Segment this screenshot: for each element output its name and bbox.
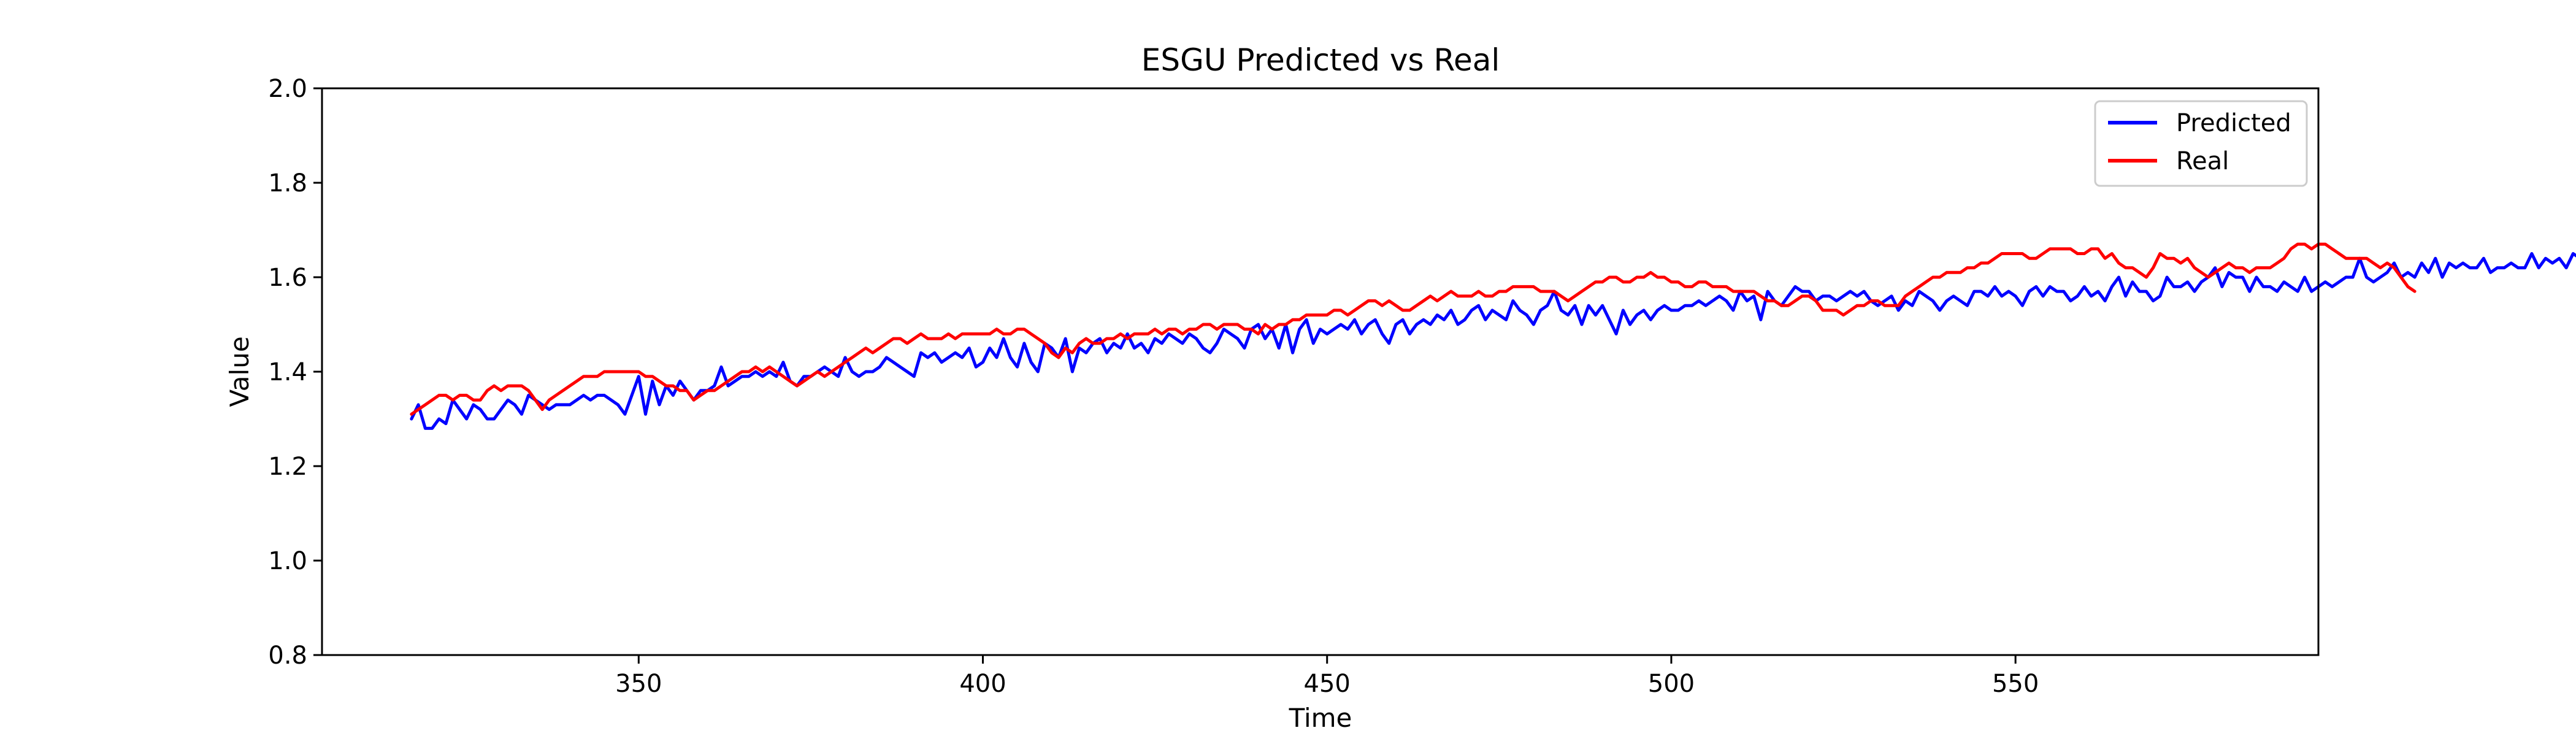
x-tick-label: 400 <box>959 670 1006 698</box>
y-tick-label: 1.4 <box>268 358 307 386</box>
x-tick-label: 550 <box>1992 670 2039 698</box>
y-tick-label: 0.8 <box>268 642 307 670</box>
y-tick-label: 2.0 <box>268 75 307 103</box>
legend-label-real: Real <box>2176 147 2229 175</box>
series-line-predicted <box>410 252 2576 430</box>
series-lines <box>410 242 2576 430</box>
x-tick-label: 350 <box>615 670 662 698</box>
series-line-real <box>410 242 2417 416</box>
y-axis-label: Value <box>224 336 255 407</box>
x-axis-label: Time <box>1289 703 1352 733</box>
x-axis-ticks: 350 400 450 500 550 <box>615 655 2039 698</box>
y-tick-label: 1.2 <box>268 453 307 481</box>
chart-title: ESGU Predicted vs Real <box>1141 42 1500 78</box>
plot-area: 350 400 450 500 550 0.8 1.0 1.2 1.4 1.6 1.8 2.0 <box>268 75 2576 698</box>
plot-frame <box>321 87 2320 656</box>
legend-label-predicted: Predicted <box>2176 109 2291 137</box>
x-tick-label: 450 <box>1304 670 1351 698</box>
x-tick-label: 500 <box>1648 670 1695 698</box>
y-tick-label: 1.6 <box>268 264 307 292</box>
legend: Predicted Real <box>2094 100 2308 187</box>
y-axis-ticks: 0.8 1.0 1.2 1.4 1.6 1.8 2.0 <box>268 75 322 670</box>
y-tick-label: 1.8 <box>268 169 307 197</box>
y-tick-label: 1.0 <box>268 547 307 575</box>
